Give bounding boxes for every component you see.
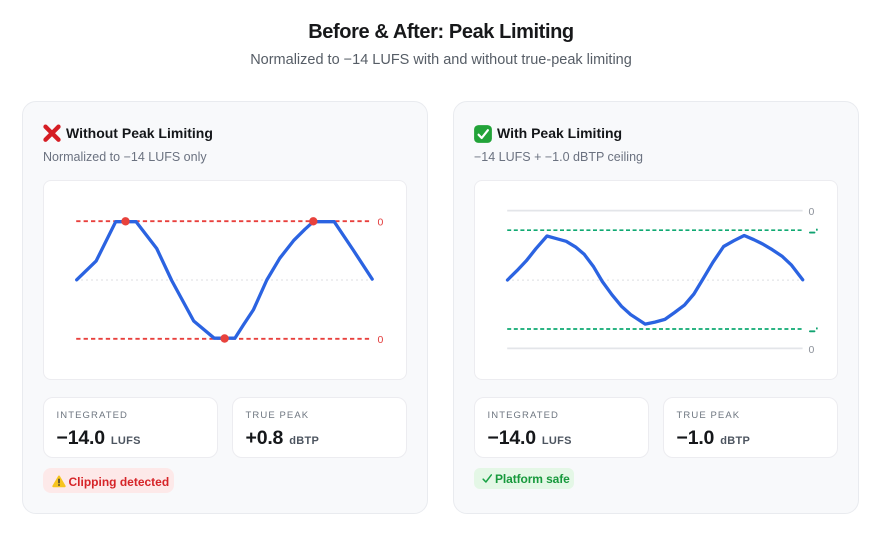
svg-text:0: 0 <box>378 334 384 346</box>
svg-text:0: 0 <box>809 344 815 356</box>
svg-text:0: 0 <box>809 206 815 218</box>
svg-text:0: 0 <box>378 217 384 229</box>
